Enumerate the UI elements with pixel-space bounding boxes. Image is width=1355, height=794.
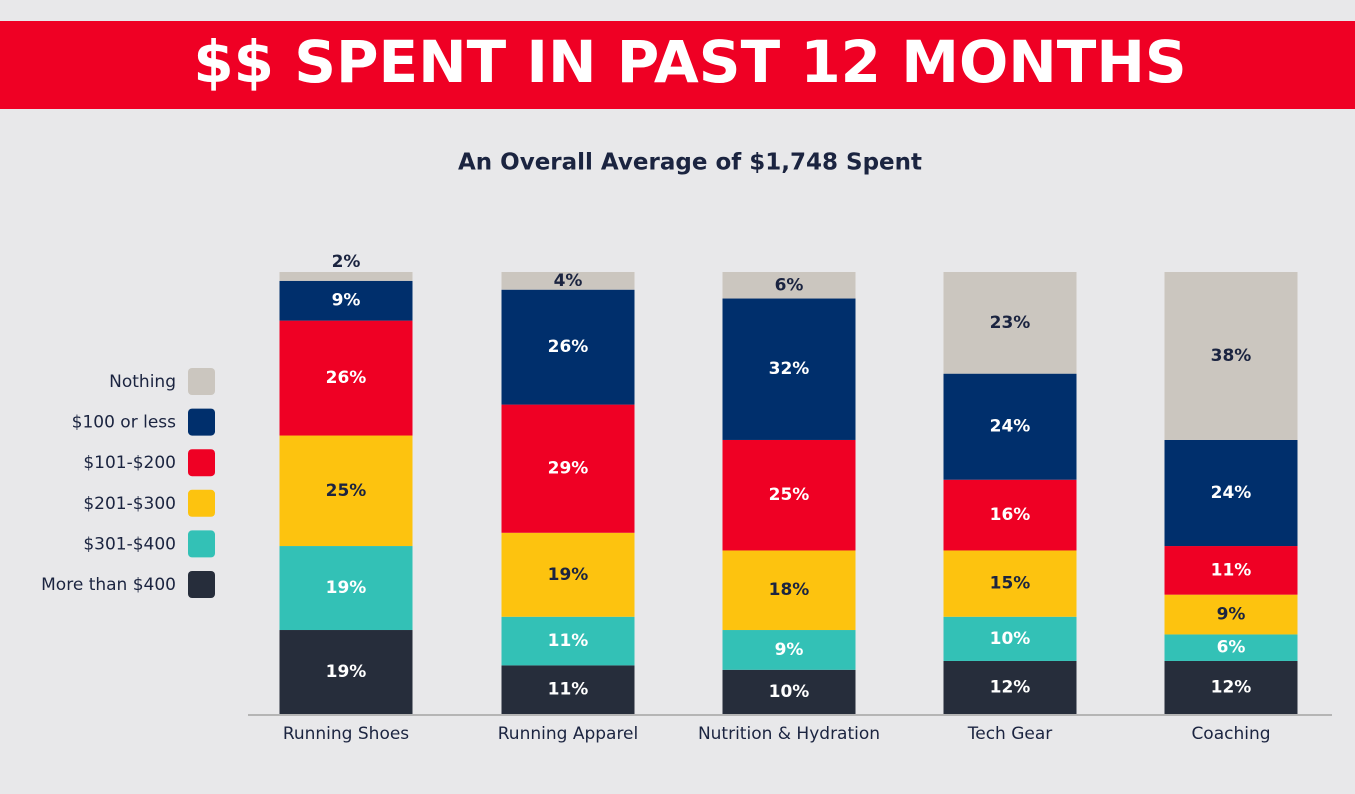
data-label: 38% xyxy=(1211,346,1252,366)
data-label: 12% xyxy=(990,677,1031,697)
legend-swatch xyxy=(188,571,215,598)
data-label: 26% xyxy=(548,337,589,357)
bar-segment xyxy=(501,665,635,714)
bar-segment xyxy=(279,630,413,714)
x-tick-label: Coaching xyxy=(1191,724,1270,744)
data-label: 16% xyxy=(990,505,1031,525)
bar-segment xyxy=(943,373,1077,480)
data-label: 12% xyxy=(1211,677,1252,697)
data-label: 19% xyxy=(548,565,589,585)
legend-swatch xyxy=(188,368,215,395)
data-label: 6% xyxy=(775,275,804,295)
data-label: 15% xyxy=(990,574,1031,594)
data-label: 24% xyxy=(990,417,1031,437)
x-tick-label: Tech Gear xyxy=(967,724,1053,744)
legend-label: $101-$200 xyxy=(83,453,176,473)
bar-segment xyxy=(279,546,413,631)
bar-segment xyxy=(1164,272,1298,440)
data-label: 9% xyxy=(1217,605,1246,625)
x-tick-label: Running Apparel xyxy=(498,724,639,744)
bar-segment xyxy=(722,669,856,714)
x-tick-label: Running Shoes xyxy=(283,724,409,744)
data-label: 25% xyxy=(769,485,810,505)
legend-swatch xyxy=(188,489,215,517)
bar-segment xyxy=(943,550,1077,617)
data-label: 32% xyxy=(769,359,810,379)
data-label: 29% xyxy=(548,459,589,479)
bar-segment xyxy=(1164,439,1298,547)
data-label: 6% xyxy=(1217,638,1246,658)
title-banner xyxy=(0,21,1355,109)
legend-label: $100 or less xyxy=(72,413,177,433)
bar-segment xyxy=(722,272,856,299)
data-label: 11% xyxy=(548,631,589,651)
data-label: 10% xyxy=(990,629,1031,649)
bar-segment xyxy=(722,439,856,551)
bar-segment xyxy=(501,272,635,290)
data-label: 9% xyxy=(775,640,804,660)
data-label: 11% xyxy=(1211,560,1252,580)
bar-segment xyxy=(722,630,856,670)
bar-segment xyxy=(501,532,635,617)
data-label: 26% xyxy=(326,368,367,388)
data-label: 18% xyxy=(769,580,810,600)
data-label: 2% xyxy=(332,252,361,272)
legend-swatch xyxy=(188,449,215,477)
legend-label: $301-$400 xyxy=(83,534,176,554)
data-label: 25% xyxy=(326,481,367,501)
bar-segment xyxy=(501,616,635,666)
chart-title: $$ SPENT IN PAST 12 MONTHS xyxy=(193,28,1186,96)
chart-subtitle: An Overall Average of $1,748 Spent xyxy=(458,150,922,176)
x-tick-label: Nutrition & Hydration xyxy=(698,724,880,744)
bar-segment xyxy=(943,272,1077,374)
bar-segment xyxy=(501,404,635,533)
bar-segment xyxy=(279,280,413,321)
data-label: 19% xyxy=(326,662,367,682)
bar-segment xyxy=(279,272,413,281)
legend-swatch xyxy=(188,408,215,436)
bar-segment xyxy=(501,289,635,405)
bar-segment xyxy=(1164,634,1298,661)
legend-swatch xyxy=(188,530,215,558)
legend-label: More than $400 xyxy=(41,575,176,595)
data-label: 9% xyxy=(332,291,361,311)
bar-segment xyxy=(1164,660,1298,714)
bar-segment xyxy=(1164,546,1298,595)
data-label: 10% xyxy=(769,682,810,702)
data-label: 23% xyxy=(990,313,1031,333)
bar-segment xyxy=(943,479,1077,551)
bar-segment xyxy=(722,298,856,440)
bar-segment xyxy=(722,550,856,631)
legend-label: Nothing xyxy=(109,372,176,392)
legend-label: $201-$300 xyxy=(83,494,176,514)
data-label: 24% xyxy=(1211,483,1252,503)
bar-segment xyxy=(1164,594,1298,635)
data-label: 11% xyxy=(548,680,589,700)
bar-segment xyxy=(943,616,1077,661)
data-label: 4% xyxy=(554,271,583,291)
bar-segment xyxy=(943,660,1077,714)
bar-segment xyxy=(279,320,413,436)
data-label: 19% xyxy=(326,578,367,598)
bar-segment xyxy=(279,435,413,547)
